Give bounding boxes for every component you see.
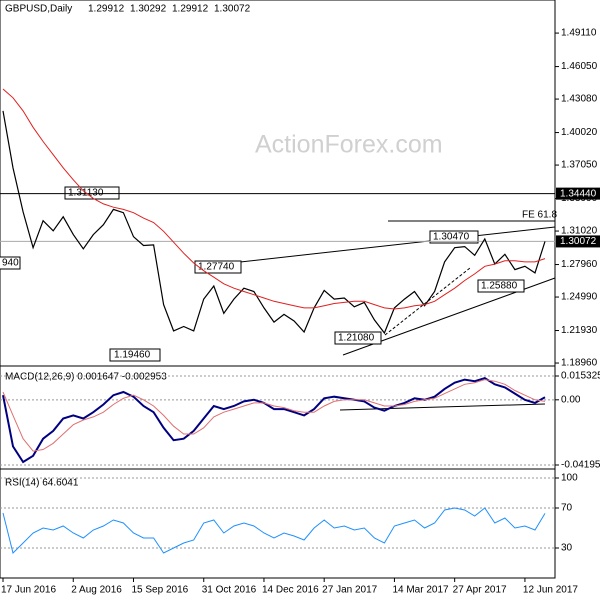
y-tick-label: 1.31020	[561, 226, 598, 237]
annotation: 1.30470	[433, 232, 470, 243]
annotation: FE 61.8	[522, 210, 557, 221]
x-tick-label: 17 Jun 2016	[1, 585, 56, 596]
annotation: 1.21080	[338, 333, 375, 344]
series-line	[2, 88, 546, 310]
y-tick-label: 1.21930	[561, 325, 598, 336]
y-tick-label: 1.18960	[561, 358, 598, 369]
x-tick-label: 31 Oct 2016	[202, 585, 257, 596]
x-tick-label: 15 Sep 2016	[131, 585, 188, 596]
y-tick-label: 1.40020	[561, 127, 598, 138]
y-tick-label: 70	[561, 503, 573, 514]
x-tick-label: 2 Aug 2016	[71, 585, 122, 596]
series-line	[2, 507, 546, 554]
ohlc-value: 1.30072	[214, 4, 251, 15]
label-box	[429, 230, 479, 244]
symbol-title: GBPUSD,Daily	[5, 4, 72, 15]
label-box	[194, 260, 242, 274]
level-label: 1.30072	[560, 236, 597, 247]
x-tick-label: 12 Jun 2017	[523, 585, 578, 596]
ohlc-value: 1.29912	[88, 4, 125, 15]
level-label: 1.34440	[560, 188, 597, 199]
annotation: 940	[2, 258, 19, 269]
frame	[0, 0, 556, 579]
level-box	[556, 187, 600, 200]
y-tick-label: -0.041957	[561, 460, 600, 471]
ohlc-value: 1.29912	[172, 4, 209, 15]
ohlc-value: 1.30292	[130, 4, 167, 15]
annotation: 1.27740	[198, 262, 235, 273]
label-box	[0, 256, 21, 270]
macd-trendline	[339, 403, 546, 411]
macd-title: MACD(12,26,9) 0.001647 -0.002953	[5, 372, 167, 383]
label-box	[334, 331, 382, 345]
rsi-title: RSI(14) 64.6041	[5, 478, 79, 489]
label-box	[109, 348, 161, 362]
y-tick-label: 1.49110	[561, 28, 597, 39]
watermark: ActionForex.com	[255, 131, 443, 159]
series-line	[2, 110, 546, 335]
y-tick-label: 0.00	[561, 394, 581, 405]
x-tick-label: 14 Dec 2016	[262, 585, 319, 596]
annotation: 1.25880	[481, 281, 518, 292]
y-tick-label: 1.43080	[561, 94, 598, 105]
y-tick-label: 30	[561, 543, 573, 554]
y-tick-label: 1.24990	[561, 292, 598, 303]
x-tick-label: 27 Apr 2017	[453, 585, 507, 596]
trendline	[194, 226, 556, 268]
y-tick-label: 1.37050	[561, 160, 598, 171]
y-tick-label: 100	[561, 473, 578, 484]
y-tick-label: 1.27960	[561, 259, 598, 270]
label-box	[64, 186, 120, 200]
y-tick-label: 1.46050	[561, 61, 598, 72]
x-tick-label: 14 Mar 2017	[392, 585, 449, 596]
series-line	[2, 377, 546, 464]
level-box	[556, 235, 600, 248]
trendline	[384, 267, 471, 336]
label-box	[477, 279, 525, 293]
series-line	[2, 379, 546, 452]
annotation: 1.19460	[114, 350, 151, 361]
x-tick-label: 27 Jan 2017	[322, 585, 377, 596]
y-tick-label: 0.015325	[561, 371, 600, 382]
trendlines	[194, 220, 556, 411]
